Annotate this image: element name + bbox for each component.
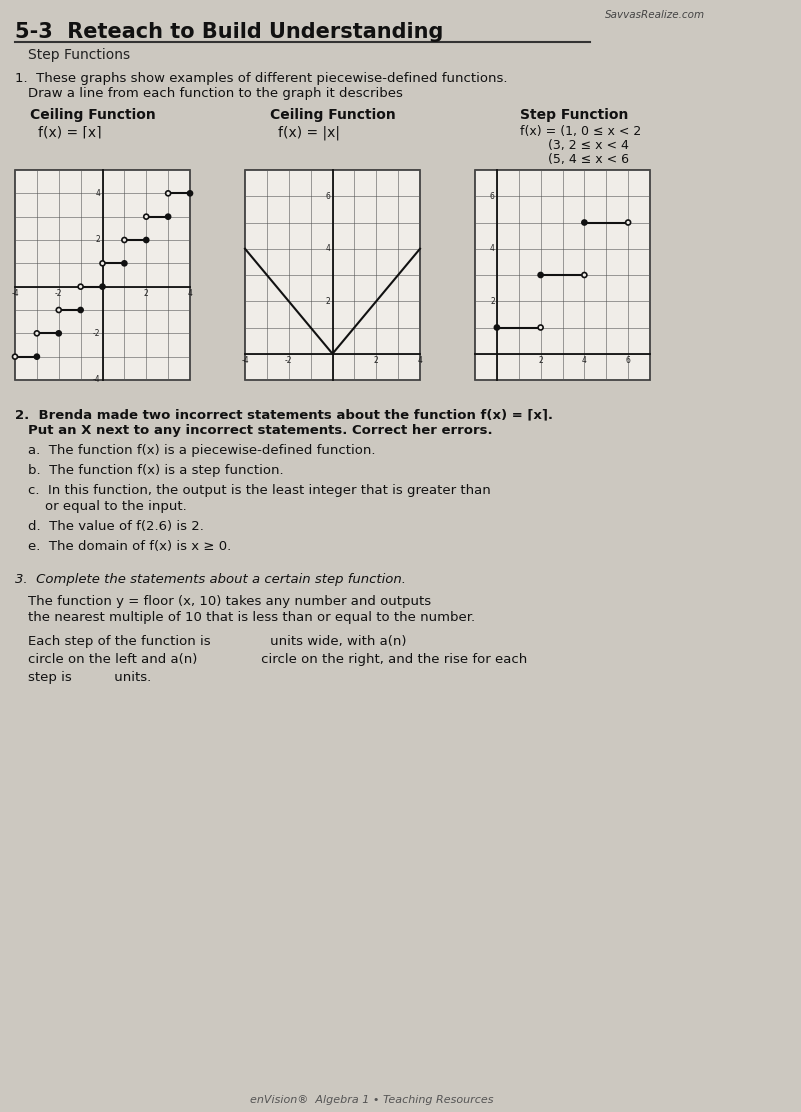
Bar (245, 170, 420, 380)
Circle shape (166, 191, 171, 196)
Text: Each step of the function is              units wide, with a(n): Each step of the function is units wide,… (28, 635, 406, 648)
Text: c.  In this function, the output is the least integer that is greater than: c. In this function, the output is the l… (28, 484, 491, 497)
Circle shape (143, 238, 149, 242)
Text: 4: 4 (582, 356, 587, 365)
Circle shape (34, 331, 39, 336)
Circle shape (187, 191, 192, 196)
Text: Draw a line from each function to the graph it describes: Draw a line from each function to the gr… (28, 87, 403, 100)
Circle shape (13, 354, 18, 359)
Text: Ceiling Function: Ceiling Function (30, 108, 155, 122)
Circle shape (494, 325, 499, 330)
Text: 2: 2 (374, 356, 379, 365)
Text: 6: 6 (490, 191, 495, 201)
Text: 2.  Brenda made two incorrect statements about the function f(x) = ⌈x⌉.: 2. Brenda made two incorrect statements … (15, 408, 553, 421)
Circle shape (78, 285, 83, 289)
Text: e.  The domain of f(x) is x ≥ 0.: e. The domain of f(x) is x ≥ 0. (28, 540, 231, 553)
Circle shape (56, 331, 61, 336)
Text: f(x) = ⌈x⌉: f(x) = ⌈x⌉ (38, 125, 102, 139)
Text: Step Function: Step Function (520, 108, 628, 122)
Text: 4: 4 (490, 245, 495, 254)
Circle shape (56, 308, 61, 312)
Circle shape (100, 261, 105, 266)
Text: b.  The function f(x) is a step function.: b. The function f(x) is a step function. (28, 464, 284, 477)
Text: f(x) = (1, 0 ≤ x < 2: f(x) = (1, 0 ≤ x < 2 (520, 125, 642, 138)
Text: 1.  These graphs show examples of different piecewise-defined functions.: 1. These graphs show examples of differe… (15, 72, 508, 85)
Text: -2: -2 (55, 289, 62, 298)
Text: 3.  Complete the statements about a certain step function.: 3. Complete the statements about a certa… (15, 573, 406, 586)
Circle shape (122, 261, 127, 266)
Text: -4: -4 (11, 289, 18, 298)
Circle shape (166, 215, 171, 219)
Text: the nearest multiple of 10 that is less than or equal to the number.: the nearest multiple of 10 that is less … (28, 610, 475, 624)
Text: 4: 4 (95, 189, 100, 198)
Circle shape (100, 285, 105, 289)
Circle shape (78, 308, 83, 312)
Text: step is          units.: step is units. (28, 671, 151, 684)
Text: -4: -4 (93, 376, 100, 385)
Text: 2: 2 (96, 236, 100, 245)
Bar (15, 170, 190, 380)
Circle shape (582, 272, 587, 278)
Text: (5, 4 ≤ x < 6: (5, 4 ≤ x < 6 (520, 153, 629, 166)
Text: enVision®  Algebra 1 • Teaching Resources: enVision® Algebra 1 • Teaching Resources (250, 1095, 493, 1105)
Text: 2: 2 (326, 297, 331, 306)
Text: 2: 2 (538, 356, 543, 365)
Text: -2: -2 (93, 329, 100, 338)
Text: or equal to the input.: or equal to the input. (28, 500, 187, 513)
Text: (3, 2 ≤ x < 4: (3, 2 ≤ x < 4 (520, 139, 629, 152)
Text: d.  The value of f(2.6) is 2.: d. The value of f(2.6) is 2. (28, 520, 204, 533)
Circle shape (582, 220, 587, 225)
Text: a.  The function f(x) is a piecewise-defined function.: a. The function f(x) is a piecewise-defi… (28, 444, 376, 457)
Text: 6: 6 (326, 191, 331, 201)
Text: 2: 2 (144, 289, 149, 298)
Text: -2: -2 (285, 356, 292, 365)
Text: f(x) = |x|: f(x) = |x| (278, 125, 340, 139)
Circle shape (143, 215, 149, 219)
Circle shape (626, 220, 630, 225)
Text: Step Functions: Step Functions (28, 48, 130, 62)
Text: 5-3  Reteach to Build Understanding: 5-3 Reteach to Build Understanding (15, 22, 444, 42)
Text: SavvasRealize.com: SavvasRealize.com (605, 10, 705, 20)
Text: The function y = floor (x, 10) takes any number and outputs: The function y = floor (x, 10) takes any… (28, 595, 431, 608)
Text: Ceiling Function: Ceiling Function (270, 108, 396, 122)
Text: -4: -4 (241, 356, 249, 365)
Circle shape (538, 272, 543, 278)
Circle shape (538, 325, 543, 330)
Text: 4: 4 (187, 289, 192, 298)
Text: 6: 6 (626, 356, 630, 365)
Bar (475, 170, 650, 380)
Circle shape (122, 238, 127, 242)
Text: 4: 4 (417, 356, 422, 365)
Text: Put an X next to any incorrect statements. Correct her errors.: Put an X next to any incorrect statement… (28, 424, 493, 437)
Text: 2: 2 (490, 297, 495, 306)
Circle shape (34, 354, 39, 359)
Text: 4: 4 (326, 245, 331, 254)
Text: circle on the left and a(n)               circle on the right, and the rise for : circle on the left and a(n) circle on th… (28, 653, 527, 666)
